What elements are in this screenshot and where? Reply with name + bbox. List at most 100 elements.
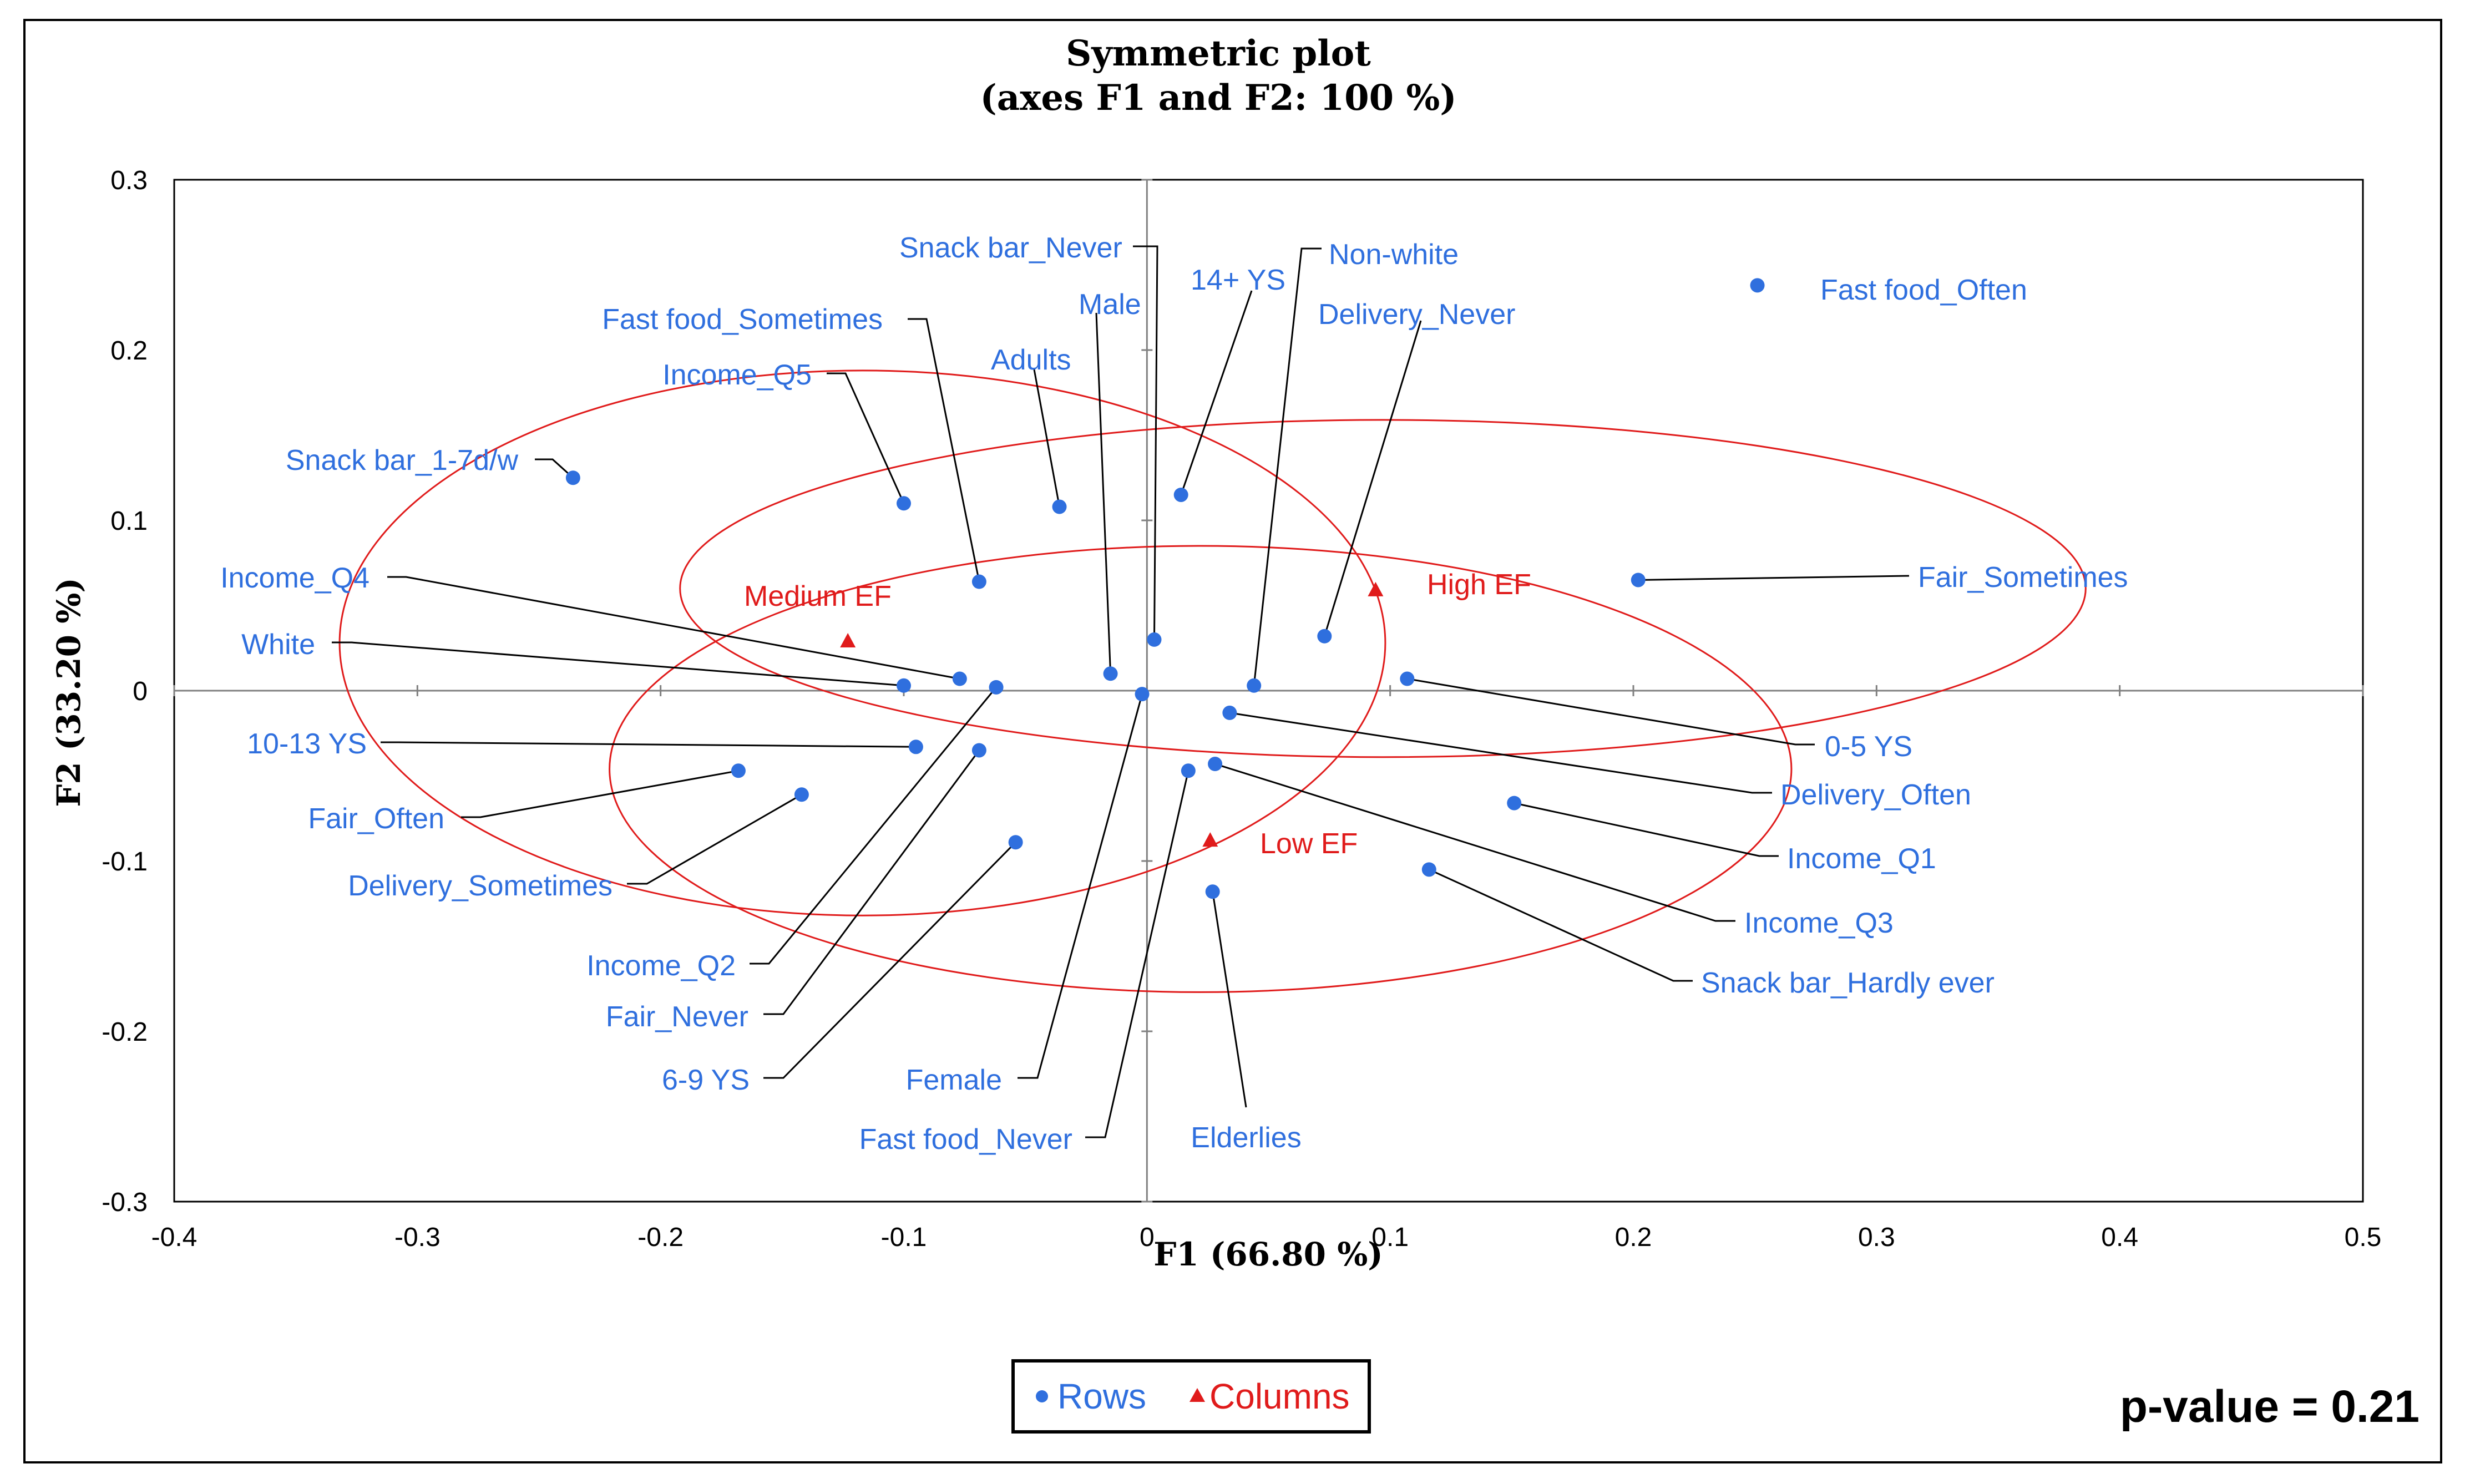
leader-line-fast-food-never — [1085, 770, 1190, 1138]
y-tick-label: 0.3 — [110, 166, 148, 195]
label-14-ys: 14+ YS — [1191, 264, 1285, 296]
x-tick-label: 0.2 — [1615, 1223, 1652, 1252]
leader-line-fair-never — [763, 749, 980, 1015]
label-adults: Adults — [991, 344, 1071, 376]
leader-line-male — [1095, 312, 1112, 674]
column-point-medium-ef — [840, 632, 856, 647]
label-income-q4: Income_Q4 — [220, 562, 370, 594]
point-fast-food-often — [1750, 278, 1765, 293]
leader-line-elderlies — [1212, 892, 1247, 1108]
point-snack-bar-hardly-ever — [1421, 862, 1436, 877]
x-tick-label: -0.4 — [151, 1223, 198, 1252]
legend-rows-marker — [1036, 1390, 1048, 1402]
label-fair-sometimes: Fair_Sometimes — [1918, 561, 2128, 594]
label-income-q1: Income_Q1 — [1787, 843, 1936, 875]
leader-line-6-9-ys — [763, 842, 1016, 1079]
column-label-medium-ef: Medium EF — [744, 580, 892, 612]
label-female: Female — [906, 1064, 1002, 1096]
point-income-q1 — [1507, 796, 1522, 811]
y-tick-label: -0.1 — [102, 847, 148, 877]
y-tick-label: 0 — [133, 677, 148, 706]
point-elderlies — [1205, 884, 1220, 899]
label-delivery-often: Delivery_Often — [1780, 779, 1971, 811]
leader-line-income-q5 — [827, 372, 905, 504]
leader-line-0-5-ys — [1407, 678, 1815, 746]
point-10-13-ys — [908, 740, 923, 754]
point-6-9-ys — [1008, 835, 1023, 850]
label-fair-never: Fair_Never — [606, 1001, 748, 1033]
point-income-q3 — [1208, 757, 1223, 772]
x-tick-label: 0.3 — [1858, 1223, 1895, 1252]
leader-line-fair-sometimes — [1638, 575, 1910, 581]
label-income-q2: Income_Q2 — [586, 950, 736, 982]
legend-columns-label: Columns — [1209, 1376, 1350, 1416]
label-snack-bar-never: Snack bar_Never — [899, 232, 1122, 264]
axes-group: -0.4 -0.3 -0.2 -0.1 0 0.1 0.2 0.3 0.4 0.5-0.3-0.2… — [102, 166, 2381, 1252]
point-snack-bar-never — [1147, 632, 1162, 647]
point-fair-sometimes — [1631, 573, 1646, 587]
leader-line-female — [1018, 693, 1143, 1079]
legend: Rows Columns — [1011, 1359, 1371, 1434]
point-white — [897, 678, 911, 693]
x-tick-label: 0.5 — [2345, 1223, 2382, 1252]
point-delivery-never — [1317, 629, 1332, 644]
label-fast-food-often: Fast food_Often — [1820, 274, 2027, 306]
point-fast-food-sometimes — [971, 574, 986, 589]
leader-line-snack-bar-never — [1133, 245, 1158, 640]
label-non-white: Non-white — [1329, 239, 1459, 271]
point-adults — [1052, 499, 1067, 514]
label-6-9-ys: 6-9 YS — [662, 1064, 750, 1096]
leader-line-14-ys — [1180, 290, 1253, 495]
point-0-5-ys — [1400, 671, 1415, 686]
x-tick-label: -0.2 — [637, 1223, 684, 1252]
label-income-q3: Income_Q3 — [1744, 907, 1894, 939]
point-income-q5 — [897, 496, 911, 511]
point-delivery-often — [1222, 705, 1237, 720]
leader-lines-group — [332, 245, 1910, 1138]
point-fair-never — [971, 743, 986, 758]
leader-line-fast-food-sometimes — [908, 318, 980, 582]
label-fast-food-never: Fast food_Never — [859, 1123, 1072, 1156]
point-14-ys — [1173, 487, 1188, 502]
leader-line-income-q2 — [750, 686, 997, 965]
point-snack-bar-1-7d-w — [565, 470, 580, 485]
point-non-white — [1247, 678, 1262, 693]
point-female — [1135, 687, 1150, 702]
legend-columns-marker — [1190, 1388, 1205, 1402]
label-fair-often: Fair_Often — [308, 803, 444, 835]
ellipse-low-ef — [609, 545, 1793, 993]
label-10-13-ys: 10-13 YS — [247, 728, 367, 760]
point-income-q2 — [989, 680, 1004, 695]
point-delivery-sometimes — [794, 787, 809, 802]
leader-line-delivery-often — [1229, 712, 1772, 794]
legend-rows-label: Rows — [1057, 1376, 1146, 1416]
chart-subtitle: (axes F1 and F2: 100 %) — [980, 77, 1456, 119]
x-axis-title: F1 (66.80 %) — [1153, 1235, 1383, 1273]
x-tick-label: 0.4 — [2101, 1223, 2138, 1252]
symmetric-plot-svg: Symmetric plot (axes F1 and F2: 100 %) -… — [50, 33, 2420, 1434]
ellipse-high-ef — [679, 419, 2087, 758]
point-fair-often — [731, 763, 746, 778]
leader-line-income-q4 — [387, 576, 960, 680]
label-male: Male — [1079, 288, 1141, 321]
label-snack-bar-1-7d-w: Snack bar_1-7d/w — [286, 444, 519, 477]
label-snack-bar-hardly-ever: Snack bar_Hardly ever — [1701, 967, 1995, 999]
labels-group: Snack bar_Never Non-white 14+ YS Fast food_… — [220, 232, 2128, 1156]
label-white: White — [241, 629, 315, 661]
point-male — [1103, 666, 1118, 681]
chart-frame: Symmetric plot (axes F1 and F2: 100 %) -… — [23, 19, 2442, 1463]
x-tick-label: -0.3 — [394, 1223, 441, 1252]
leader-line-snack-bar-1-7d-w — [535, 458, 574, 479]
chart-title: Symmetric plot — [1066, 33, 1371, 74]
y-axis-title: F2 (33.20 %) — [50, 578, 88, 807]
y-tick-label: -0.3 — [102, 1188, 148, 1217]
column-label-high-ef: High EF — [1427, 569, 1531, 601]
x-tick-label: -0.1 — [881, 1223, 927, 1252]
column-label-low-ef: Low EF — [1260, 828, 1358, 860]
leader-line-income-q1 — [1514, 802, 1779, 857]
leader-line-fair-often — [461, 769, 739, 818]
point-income-q4 — [952, 671, 967, 686]
y-tick-label: -0.2 — [102, 1017, 148, 1047]
p-value-annotation: p-value = 0.21 — [2120, 1381, 2420, 1432]
points-group — [565, 278, 1765, 899]
